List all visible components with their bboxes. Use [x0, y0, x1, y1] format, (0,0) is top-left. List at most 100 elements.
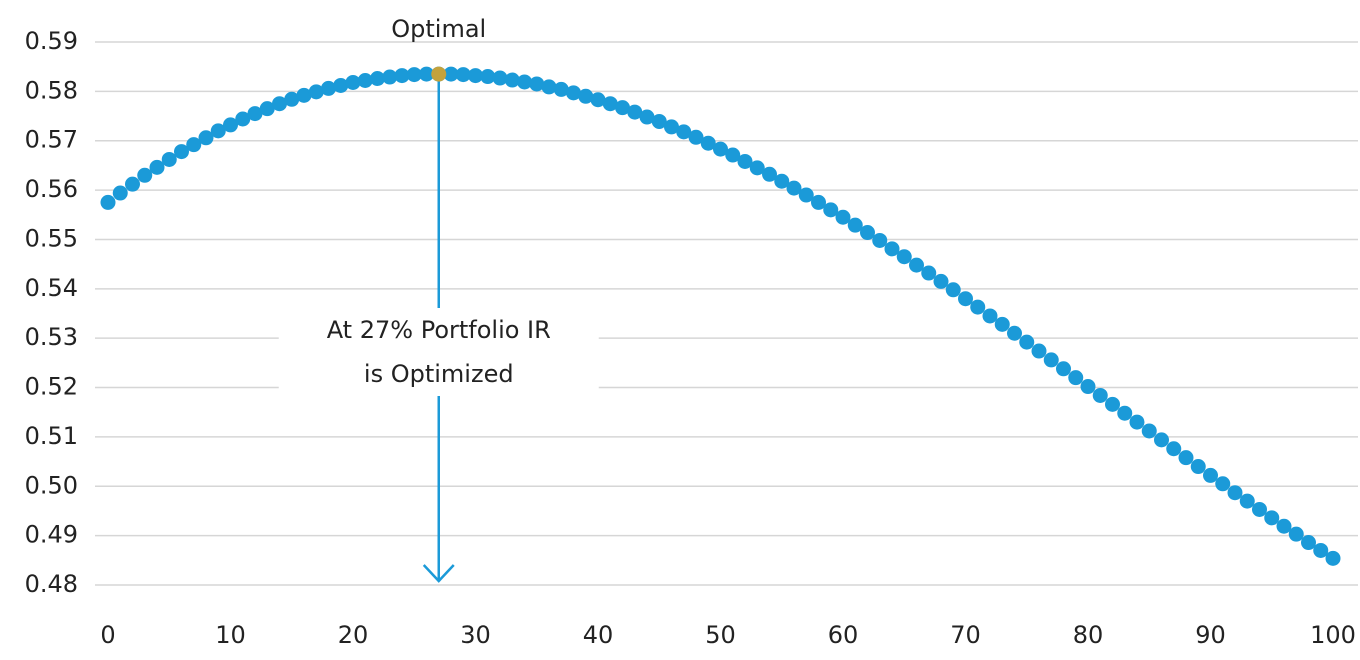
data-point [1301, 535, 1316, 551]
data-point [480, 69, 496, 85]
y-tick-label: 0.51 [25, 422, 78, 450]
data-point [1080, 379, 1096, 395]
data-point [749, 160, 765, 176]
data-point [333, 77, 349, 93]
data-point [223, 117, 238, 133]
data-point [112, 185, 128, 201]
data-point [1264, 510, 1280, 526]
annotation-text: At 27% Portfolio IR [327, 316, 551, 344]
data-point [235, 111, 251, 127]
data-point [382, 69, 398, 85]
data-point [370, 71, 385, 87]
data-point [100, 194, 116, 210]
data-point [198, 130, 214, 146]
arrow-head [422, 564, 455, 583]
data-point [958, 291, 973, 307]
highlight-label: Optimal [391, 15, 486, 43]
data-point [713, 141, 728, 157]
data-point [247, 106, 263, 122]
data-point [1239, 493, 1255, 509]
data-point [933, 273, 949, 289]
data-point [321, 80, 336, 96]
y-tick-label: 0.54 [25, 274, 78, 302]
data-point [700, 135, 716, 151]
data-point [1288, 526, 1304, 542]
x-tick-label: 40 [583, 621, 614, 649]
data-point [909, 257, 924, 273]
data-point [504, 72, 520, 88]
x-tick-label: 80 [1073, 621, 1104, 649]
highlight-point [431, 66, 447, 82]
data-point [517, 74, 532, 90]
data-point [1068, 370, 1084, 386]
data-point [1325, 550, 1341, 566]
data-point [1056, 361, 1071, 377]
data-point [884, 241, 900, 257]
x-tick-label: 60 [828, 621, 859, 649]
x-tick-label: 90 [1195, 621, 1226, 649]
data-point [1129, 414, 1145, 430]
data-point [1313, 542, 1329, 558]
x-tick-label: 10 [215, 621, 246, 649]
data-point [137, 167, 153, 183]
data-point [1141, 423, 1157, 439]
data-point [541, 79, 557, 95]
data-point [1215, 476, 1231, 492]
data-point [186, 137, 202, 153]
data-point [664, 119, 679, 135]
data-point [896, 249, 912, 265]
data-point [615, 100, 630, 116]
data-point [259, 101, 275, 117]
data-point [174, 144, 189, 160]
data-point [811, 194, 826, 210]
data-point [1252, 501, 1267, 517]
y-tick-label: 0.59 [25, 27, 78, 55]
data-point [847, 217, 863, 233]
data-point [1154, 432, 1169, 448]
data-point [872, 232, 888, 248]
y-tick-label: 0.56 [25, 175, 78, 203]
data-point [1166, 441, 1182, 457]
x-tick-label: 50 [705, 621, 736, 649]
data-point [651, 113, 667, 129]
x-tick-label: 30 [460, 621, 491, 649]
y-tick-label: 0.58 [25, 76, 78, 104]
y-tick-label: 0.49 [25, 521, 78, 549]
data-point [357, 73, 373, 89]
data-point [529, 76, 545, 92]
annotation-bg [278, 308, 599, 396]
x-tick-label: 20 [338, 621, 369, 649]
data-point [296, 87, 312, 103]
data-point [994, 316, 1010, 332]
data-point [639, 109, 655, 125]
data-point [455, 67, 471, 83]
data-point [835, 209, 851, 225]
data-point [602, 96, 618, 112]
data-point [945, 282, 961, 298]
data-point [578, 88, 594, 104]
data-point [798, 187, 814, 203]
data-point [345, 74, 361, 90]
data-point [406, 67, 422, 83]
x-tick-label: 0 [100, 621, 115, 649]
data-point [468, 68, 483, 84]
data-point [762, 166, 777, 182]
data-point [676, 124, 692, 140]
data-point [443, 66, 459, 82]
data-point [921, 265, 937, 281]
data-point [492, 70, 508, 86]
y-tick-label: 0.55 [25, 224, 78, 252]
data-point [1203, 467, 1218, 483]
data-point [419, 66, 434, 82]
data-point [1227, 485, 1243, 501]
data-point [210, 123, 226, 139]
x-tick-label: 70 [950, 621, 981, 649]
data-point [1190, 459, 1206, 475]
data-point [823, 202, 839, 218]
data-point [688, 129, 704, 145]
data-point [1043, 352, 1059, 368]
data-point [284, 91, 300, 107]
data-point [774, 173, 790, 189]
annotation-text: is Optimized [364, 360, 514, 388]
